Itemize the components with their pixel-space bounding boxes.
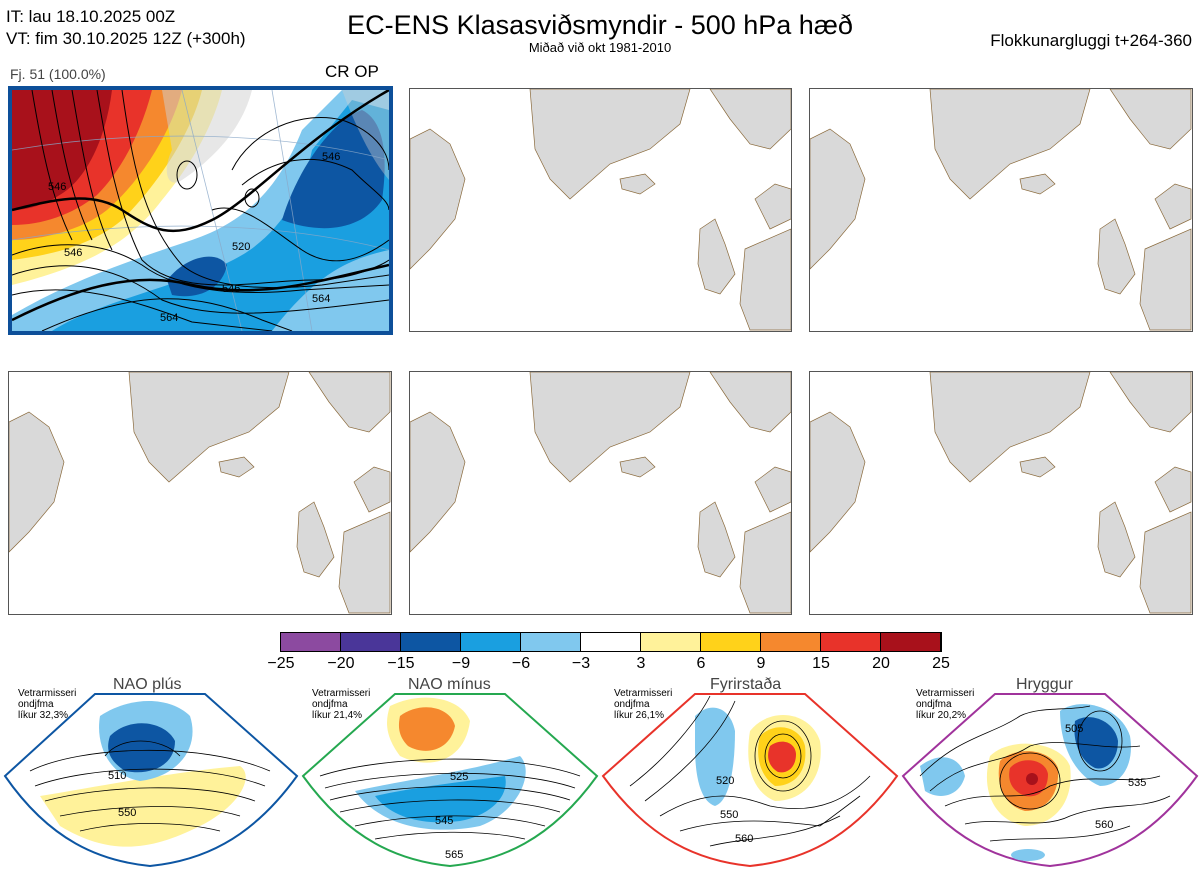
regime-nao-minus-map: 525 545 565 xyxy=(301,693,599,868)
page-subtitle: Miðað við okt 1981-2010 xyxy=(528,40,672,55)
member-count-label: Fj. 51 (100.0%) xyxy=(10,66,106,82)
regime-contour-label: 520 xyxy=(716,775,734,787)
colorbar-tick-label: −25 xyxy=(267,655,295,672)
regime-title: Fyrirstaða xyxy=(710,676,782,693)
colorbar-cell xyxy=(281,632,341,652)
regime-contour-label: 505 xyxy=(1065,723,1083,735)
regime-info-line: líkur 32,3% xyxy=(18,710,69,721)
anomaly-blue-dark xyxy=(282,110,385,229)
cluster-map-4[interactable] xyxy=(8,371,392,615)
cluster-map-5-basemap xyxy=(410,372,791,614)
colorbar-frame xyxy=(280,632,942,652)
colorbar-cell xyxy=(701,632,761,652)
regime-info: Vetrarmisseri ondjfma líkur 20,2% xyxy=(916,688,974,721)
colorbar-cell xyxy=(521,632,581,652)
cluster-map-1-chart: 546 520 546 564 564 546 546 xyxy=(12,90,389,331)
regime-info-line: líkur 26,1% xyxy=(614,710,665,721)
regime-title: Hryggur xyxy=(1016,676,1073,693)
colorbar-cell xyxy=(761,632,821,652)
regime-title: NAO plús xyxy=(113,676,182,693)
contour-label: 564 xyxy=(312,293,330,305)
regime-info: Vetrarmisseri ondjfma líkur 32,3% xyxy=(18,688,76,721)
colorbar-cell xyxy=(581,632,641,652)
cluster-map-6-basemap xyxy=(810,372,1192,614)
colorbar-tick-label: −15 xyxy=(387,655,415,672)
contour-label: 546 xyxy=(322,151,340,163)
regime-blocking-map: 520 550 560 xyxy=(601,693,899,868)
regime-contour-label: 545 xyxy=(435,815,453,827)
regime-info-line: ondjfma xyxy=(614,699,650,710)
colorbar-tick-label: −20 xyxy=(327,655,355,672)
colorbar-tick-label: −3 xyxy=(571,655,591,672)
regime-contour-label: 560 xyxy=(735,833,753,845)
anomaly-blue-dark-2 xyxy=(167,256,227,297)
page-title: EC-ENS Klasasviðsmyndir - 500 hPa hæð xyxy=(347,10,853,40)
contour-label: 564 xyxy=(160,312,178,324)
colorbar-cell xyxy=(461,632,521,652)
regime-contour-label: 550 xyxy=(720,809,738,821)
cluster-map-3-basemap xyxy=(810,89,1192,331)
cluster-map-2-basemap xyxy=(410,89,791,331)
colorbar-tick-label: 6 xyxy=(696,655,706,672)
contour-label: 546 xyxy=(64,247,82,259)
regime-ridge-map: 505 535 560 xyxy=(901,693,1199,868)
colorbar-tick-label: 3 xyxy=(636,655,646,672)
regime-title: NAO mínus xyxy=(408,676,491,693)
initial-time: IT: lau 18.10.2025 00Z xyxy=(6,7,176,26)
regime-info: Vetrarmisseri ondjfma líkur 21,4% xyxy=(312,688,370,721)
contour-label: 520 xyxy=(232,241,250,253)
regime-info-line: ondjfma xyxy=(916,699,952,710)
cluster-map-2[interactable] xyxy=(409,88,792,332)
colorbar-tick-label: 25 xyxy=(932,655,950,672)
colorbar-cell xyxy=(641,632,701,652)
colorbar-cell xyxy=(881,632,941,652)
valid-time: VT: fim 30.10.2025 12Z (+300h) xyxy=(6,29,246,48)
colorbar-tick-label: 15 xyxy=(812,655,830,672)
regime-contour-label: 525 xyxy=(450,771,468,783)
regime-info: Vetrarmisseri ondjfma líkur 26,1% xyxy=(614,688,672,721)
regime-blocking: Fyrirstaða Vetrarmisseri ondjfma líkur 2… xyxy=(600,676,900,871)
regime-contour-label: 535 xyxy=(1128,777,1146,789)
regime-nao-plus: NAO plús Vetrarmisseri ondjfma líkur 32,… xyxy=(0,676,300,871)
operational-tag: CR OP xyxy=(325,62,379,81)
colorbar-cell xyxy=(401,632,461,652)
regime-contour-label: 510 xyxy=(108,770,126,782)
regime-info-line: líkur 21,4% xyxy=(312,710,363,721)
regime-contour-label: 560 xyxy=(1095,819,1113,831)
cluster-map-6[interactable] xyxy=(809,371,1193,615)
regime-info-line: líkur 20,2% xyxy=(916,710,967,721)
colorbar-cell xyxy=(341,632,401,652)
regime-info-line: ondjfma xyxy=(312,699,348,710)
regime-contour-label: 550 xyxy=(118,807,136,819)
colorbar-tick-label: −6 xyxy=(511,655,531,672)
regime-ridge: Hryggur Vetrarmisseri ondjfma líkur 20,2… xyxy=(900,676,1200,871)
header-times: IT: lau 18.10.2025 00Z VT: fim 30.10.202… xyxy=(6,6,246,50)
regime-info-line: Vetrarmisseri xyxy=(18,688,77,699)
anomaly-blue xyxy=(52,100,389,331)
regime-info-line: Vetrarmisseri xyxy=(312,688,371,699)
colorbar-tick-label: −9 xyxy=(451,655,471,672)
regime-info-line: ondjfma xyxy=(18,699,54,710)
classification-window: Flokkunargluggi t+264-360 xyxy=(990,31,1192,50)
contour-label: 546 xyxy=(48,181,66,193)
colorbar-tick-label: 9 xyxy=(756,655,766,672)
regime-contour-label: 565 xyxy=(445,849,463,861)
colorbar-cell xyxy=(821,632,881,652)
regime-info-line: Vetrarmisseri xyxy=(916,688,975,699)
regime-nao-plus-map: 510 550 xyxy=(3,693,299,868)
regime-nao-minus: NAO mínus Vetrarmisseri ondjfma líkur 21… xyxy=(300,676,600,871)
regime-info-line: Vetrarmisseri xyxy=(614,688,673,699)
cluster-map-5[interactable] xyxy=(409,371,792,615)
cluster-map-1[interactable]: 546 520 546 564 564 546 546 xyxy=(8,86,393,335)
cluster-map-4-basemap xyxy=(9,372,391,614)
cluster-map-3[interactable] xyxy=(809,88,1193,332)
colorbar-tick-label: 20 xyxy=(872,655,890,672)
contour-label: 546 xyxy=(222,283,240,295)
